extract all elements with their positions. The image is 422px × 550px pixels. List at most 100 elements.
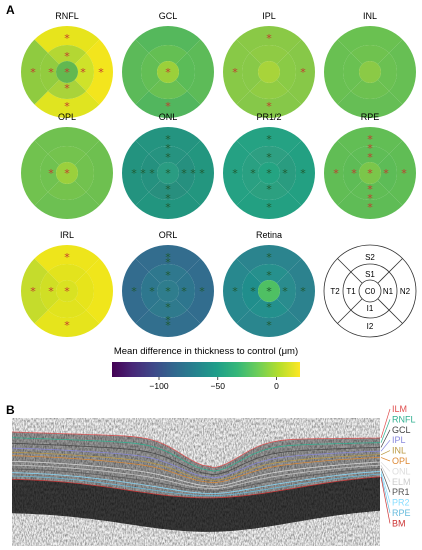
significance-star: * [48, 66, 54, 79]
significance-star: * [64, 50, 70, 63]
inner-sector [175, 153, 196, 193]
significance-star: * [199, 167, 205, 180]
key-divider [337, 298, 363, 324]
etdrs-key: S2 S1 T2 T1 C0 N1 N2 I1 I2 [323, 244, 417, 338]
outer-sector [135, 25, 201, 53]
inner-sector [74, 52, 94, 92]
significance-star: * [165, 167, 171, 180]
map-rnfl: RNFL * * * * * * * * * [21, 11, 113, 118]
map-ipl: IPL * * * * [223, 11, 315, 118]
outer-sector [223, 39, 250, 105]
inner-sector [350, 146, 390, 166]
central-subfield [56, 61, 78, 83]
significance-star: * [367, 183, 373, 196]
boundary-elm [12, 464, 380, 490]
inner-sector [242, 52, 262, 92]
significance-star: * [181, 285, 187, 298]
leader-ipl [380, 439, 391, 452]
inner-sector [350, 180, 390, 200]
inner-sector [249, 264, 289, 284]
outer-sector [288, 39, 315, 105]
central-subfield [258, 61, 280, 83]
significance-star: * [64, 82, 70, 95]
inner-sector [175, 271, 196, 311]
significance-star: * [149, 167, 155, 180]
inner-sector [377, 153, 397, 193]
significance-star: * [266, 100, 272, 113]
inner-sector [249, 180, 289, 200]
significance-star: * [367, 201, 373, 214]
outer-sector [34, 310, 100, 337]
outer-sector [236, 91, 302, 118]
inner-sector [249, 146, 289, 166]
leader-pr1 [380, 468, 391, 493]
outer-sector [135, 310, 201, 337]
outer-sector [86, 258, 113, 324]
panel-a-label: A [6, 3, 15, 17]
map-title: OPL [58, 112, 76, 122]
inner-sector [39, 271, 60, 311]
outer-sector [135, 91, 201, 118]
significance-star: * [181, 167, 187, 180]
boundary-ilm [12, 431, 380, 469]
inner-sector [47, 180, 87, 200]
key-label-t2: T2 [330, 287, 340, 296]
outer-sector [236, 192, 302, 220]
map-pr1-2: PR1/2 * * * * * * * * * [222, 112, 315, 220]
inner-sector [140, 271, 161, 311]
inner-sector [241, 153, 262, 193]
central-subfield [258, 280, 280, 302]
inner-sector [276, 271, 296, 311]
boundary-ipl [12, 447, 380, 479]
key-label-i2: I2 [367, 322, 374, 331]
significance-star: * [266, 319, 272, 332]
key-inner-ring [342, 263, 398, 319]
boundary-inl [12, 451, 380, 482]
significance-star: * [190, 167, 196, 180]
colorbar-tick-label: −50 [211, 381, 226, 391]
leader-ilm [380, 408, 391, 439]
central-subfield [157, 61, 179, 83]
outer-sector [288, 258, 315, 324]
outer-sector [337, 91, 403, 118]
significance-star: * [165, 201, 171, 214]
significance-star: * [165, 269, 171, 282]
significance-star: * [300, 66, 306, 79]
outer-sector [323, 39, 351, 105]
key-label-n1: N1 [383, 287, 394, 296]
significance-star: * [64, 32, 70, 45]
outer-sector [187, 258, 214, 324]
significance-star: * [367, 133, 373, 146]
outer-sector [337, 25, 403, 53]
significance-star: * [64, 167, 70, 180]
layer-label-pr2: PR2 [392, 498, 410, 508]
layer-label-gcl: GCL [392, 425, 411, 435]
inner-sector [47, 264, 87, 284]
inner-sector [350, 79, 390, 99]
inner-sector [47, 45, 87, 65]
layer-label-inl: INL [392, 446, 406, 456]
inner-sector [249, 79, 289, 99]
significance-star: * [165, 192, 171, 205]
inner-sector [40, 52, 60, 92]
significance-star: * [367, 142, 373, 155]
layer-label-ilm: ILM [392, 404, 407, 414]
inner-sector [148, 145, 188, 166]
layer-label-bm: BM [392, 518, 406, 528]
significance-star: * [333, 167, 339, 180]
inner-sector [249, 45, 289, 65]
outer-sector [337, 126, 403, 154]
boundary-pr2 [12, 471, 380, 494]
colorbar-tick-label: −100 [149, 381, 168, 391]
significance-star: * [98, 66, 104, 79]
thickness-maps: RNFL**** **** *GCL**IPL*** *INLOPL**ONL****… [20, 11, 417, 338]
outer-sector [236, 127, 302, 154]
outer-sector [135, 126, 201, 154]
significance-star: * [266, 167, 272, 180]
significance-star: * [282, 285, 288, 298]
significance-star: * [232, 285, 238, 298]
leader-rpe [380, 474, 391, 514]
layer-label-rpe: RPE [392, 508, 411, 518]
significance-star: * [165, 151, 171, 164]
inner-sector [148, 264, 188, 284]
